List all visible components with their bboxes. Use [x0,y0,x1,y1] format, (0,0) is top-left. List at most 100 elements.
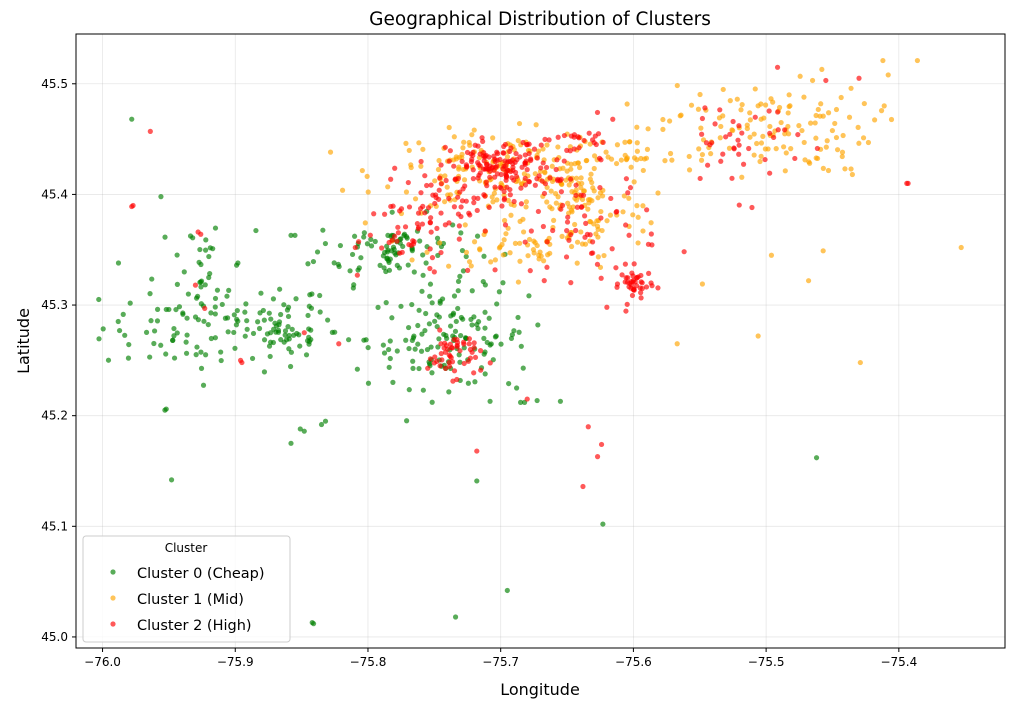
data-point [561,132,567,139]
data-point [409,257,415,263]
data-point [455,194,461,200]
data-point [574,204,580,210]
data-point [457,359,463,365]
data-point [105,357,112,363]
data-point [222,315,229,321]
data-point [531,238,537,244]
data-point [383,268,389,275]
data-point [475,195,481,201]
data-point [446,352,452,358]
data-point [331,260,337,266]
data-point [389,237,395,243]
data-point [583,220,589,226]
data-point [458,230,464,236]
data-point [460,186,466,192]
data-point [234,316,240,322]
data-point [507,250,513,256]
data-point [418,348,425,354]
data-point [645,241,652,247]
legend-label: Cluster 2 (High) [137,618,252,634]
data-point [541,190,548,197]
y-tick-label: 45.5 [41,77,68,91]
data-point [130,202,136,209]
data-point [461,360,467,367]
data-point [454,344,460,350]
data-point [456,236,462,242]
data-point [590,250,596,256]
x-tick-label: −75.8 [350,655,387,669]
data-point [418,163,424,169]
legend-marker [110,621,116,627]
data-point [699,131,705,137]
data-point [494,197,500,203]
data-point [483,161,490,168]
data-point [437,327,443,333]
data-point [534,242,540,249]
data-point [432,200,438,207]
data-point [620,209,626,215]
data-point [557,398,564,404]
data-point [614,208,620,215]
data-point [278,337,284,343]
data-point [757,158,763,165]
data-point [386,259,392,265]
data-point [446,389,452,395]
data-point [395,230,401,236]
data-point [193,295,200,301]
data-point [576,145,582,151]
data-point [471,340,477,346]
data-point [507,186,513,193]
data-point [361,337,367,343]
data-point [500,280,506,286]
data-point [856,75,862,81]
data-point [453,318,459,325]
data-point [190,235,196,241]
data-point [429,255,436,261]
data-point [542,169,548,175]
data-point [482,371,488,377]
data-point [855,124,861,130]
data-point [640,203,646,209]
data-point [410,358,416,364]
data-point [627,139,633,145]
data-point [389,209,395,215]
data-point [218,349,224,355]
data-point [416,224,422,230]
data-point [490,199,496,205]
data-point [422,327,428,334]
data-point [466,139,472,146]
data-point [905,180,911,186]
data-point [802,157,808,163]
data-point [820,248,826,254]
data-point [591,165,597,172]
data-point [183,339,189,345]
data-point [388,176,394,182]
data-point [582,213,588,219]
data-point [504,167,510,173]
data-point [523,204,529,210]
data-point [792,155,798,162]
data-point [627,185,634,191]
data-point [667,118,673,124]
data-point [115,260,122,266]
data-point [212,304,218,310]
data-point [814,155,821,162]
data-point [470,176,476,182]
data-point [540,160,546,166]
data-point [272,320,278,326]
legend-box [82,535,291,643]
data-point [466,210,472,216]
data-point [314,249,321,255]
data-point [504,587,510,594]
data-point [392,233,398,239]
data-point [419,221,426,227]
data-point [598,208,604,215]
data-point [198,365,205,371]
data-point [446,124,452,131]
data-point [428,344,434,350]
data-point [608,156,615,162]
data-point [472,379,478,385]
series-2-points [129,64,911,490]
data-point [539,178,545,184]
data-point [305,312,311,319]
